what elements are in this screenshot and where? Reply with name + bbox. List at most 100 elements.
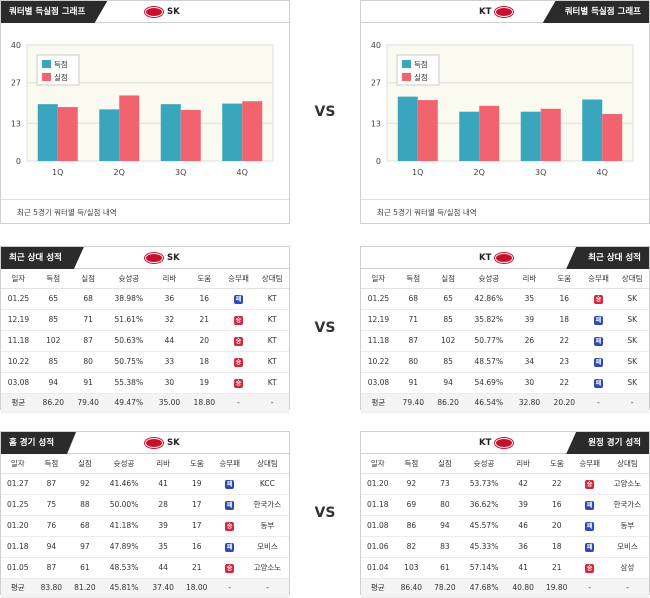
table-cell: 01.25 xyxy=(1,494,35,516)
table-cell: 고양소노 xyxy=(245,557,289,579)
table-cell: 65 xyxy=(430,288,466,310)
average-cell: - xyxy=(245,578,289,598)
column-header: 일자 xyxy=(361,454,395,474)
table-cell: 36 xyxy=(152,288,187,310)
average-cell: - xyxy=(615,393,649,413)
panel-tab-title: 쿼터별 득실점 그래프 xyxy=(1,1,108,23)
column-header: 슛성공 xyxy=(465,269,512,289)
table-row: 01.20 76 68 41.18% 39 17 승 동부 xyxy=(1,515,289,537)
bar-lost xyxy=(57,107,78,161)
table-cell: 88 xyxy=(68,494,102,516)
column-header: 상대팀 xyxy=(255,269,289,289)
table-cell: SK xyxy=(615,351,649,373)
vs-label: VS xyxy=(314,104,336,120)
chart-footer: 최근 5경기 쿼터별 득/실점 내역 xyxy=(361,199,649,225)
table-cell: 41.46% xyxy=(101,473,147,495)
table-cell: 45.57% xyxy=(461,515,507,537)
result-cell: 패 xyxy=(581,330,616,352)
table-cell: 35 xyxy=(146,536,180,558)
table-cell: 한국가스 xyxy=(605,494,649,516)
column-header: 실점 xyxy=(428,454,462,474)
column-header: 득점 xyxy=(394,454,429,474)
lose-badge: 패 xyxy=(594,315,604,325)
table-cell: 01.25 xyxy=(1,288,36,310)
column-header: 상대팀 xyxy=(605,454,649,474)
column-header: 일자 xyxy=(1,269,36,289)
column-header: 승무패 xyxy=(221,269,256,289)
result-cell: 패 xyxy=(573,494,606,516)
table-row: 03.08 91 94 54.69% 30 22 패 SK xyxy=(361,372,649,394)
x-tick-label: 4Q xyxy=(597,168,608,177)
table-cell: 18 xyxy=(546,309,582,331)
table-cell: 87 xyxy=(34,473,69,495)
table-cell: 21 xyxy=(179,557,214,579)
table-cell: KT xyxy=(255,330,289,352)
table-cell: 102 xyxy=(35,330,71,352)
average-cell: 18.80 xyxy=(186,393,222,413)
result-cell: 패 xyxy=(573,515,606,537)
table-cell: KT xyxy=(255,351,289,373)
lose-badge: 패 xyxy=(234,294,244,304)
table-cell: SK xyxy=(615,330,649,352)
table-cell: 57.14% xyxy=(461,557,507,579)
bar-lost xyxy=(540,108,561,161)
table-cell: 94 xyxy=(430,372,466,394)
legend-swatch xyxy=(402,60,411,68)
y-tick-label: 27 xyxy=(11,79,21,88)
table-cell: 80 xyxy=(70,351,106,373)
result-cell: 승 xyxy=(581,288,616,310)
team-label: KT xyxy=(479,432,517,454)
lose-badge: 패 xyxy=(585,500,595,510)
result-cell: 패 xyxy=(213,473,246,495)
table-cell: 44 xyxy=(152,330,187,352)
x-tick-label: 1Q xyxy=(412,168,423,177)
average-cell: 79.40 xyxy=(395,393,431,413)
table-cell: 65 xyxy=(35,288,71,310)
average-cell: 86.40 xyxy=(394,578,429,598)
legend-label: 실점 xyxy=(54,72,68,82)
table-cell: 39 xyxy=(146,515,180,537)
sk-logo-icon xyxy=(145,252,163,263)
table-row: 01.18 69 80 36.62% 39 16 패 한국가스 xyxy=(361,494,649,516)
table-cell: 53.73% xyxy=(461,473,507,495)
table-cell: 46 xyxy=(506,515,540,537)
column-header: 실점 xyxy=(430,269,466,289)
table-cell: 18 xyxy=(186,351,222,373)
result-cell: 패 xyxy=(581,309,616,331)
table-cell: 35 xyxy=(512,288,547,310)
table-cell: 28 xyxy=(146,494,180,516)
lose-badge: 패 xyxy=(585,542,595,552)
table-cell: 80 xyxy=(428,494,462,516)
recent-record-panel-left: 최근 상대 성적 SK 일자 득점 실점 슛성공 리바 도움 승무패 상대팀 01.25 65 68… xyxy=(0,246,290,413)
vs-label: VS xyxy=(314,320,336,336)
average-cell: 83.80 xyxy=(34,578,69,598)
bar-score xyxy=(520,111,541,161)
result-cell: 승 xyxy=(573,557,606,579)
average-cell: 40.80 xyxy=(506,578,540,598)
table-cell: 68 xyxy=(68,515,102,537)
result-cell: 패 xyxy=(213,494,246,516)
table-cell: 82 xyxy=(394,536,429,558)
x-tick-label: 3Q xyxy=(175,168,186,177)
table-cell: 01.20 xyxy=(361,473,395,495)
table-cell: 61 xyxy=(68,557,102,579)
table-cell: 54.69% xyxy=(465,372,512,394)
team-name: KT xyxy=(479,438,492,448)
win-badge: 승 xyxy=(585,563,595,573)
average-cell: - xyxy=(573,578,606,598)
table-cell: 22 xyxy=(546,372,582,394)
record-table: 일자 득점 실점 슛성공 리바 도움 승무패 상대팀 01.25 68 65 42.86% 35 16 승 S… xyxy=(361,269,649,413)
column-header: 일자 xyxy=(1,454,35,474)
record-table: 일자 득점 실점 슛성공 리바 도움 승무패 상대팀 01.27 87 92 41.46% 41 19 패 K… xyxy=(1,454,289,598)
table-cell: 71 xyxy=(395,309,431,331)
team-label: SK xyxy=(141,247,180,269)
lose-badge: 패 xyxy=(225,479,235,489)
x-tick-label: 3Q xyxy=(535,168,546,177)
table-cell: 30 xyxy=(152,372,187,394)
table-cell: 01.04 xyxy=(361,557,395,579)
average-cell: 평균 xyxy=(361,393,396,413)
table-row: 10.22 85 80 50.75% 33 18 승 KT xyxy=(1,351,289,373)
panel-header: 쿼터별 득실점 그래프 SK xyxy=(1,1,289,23)
